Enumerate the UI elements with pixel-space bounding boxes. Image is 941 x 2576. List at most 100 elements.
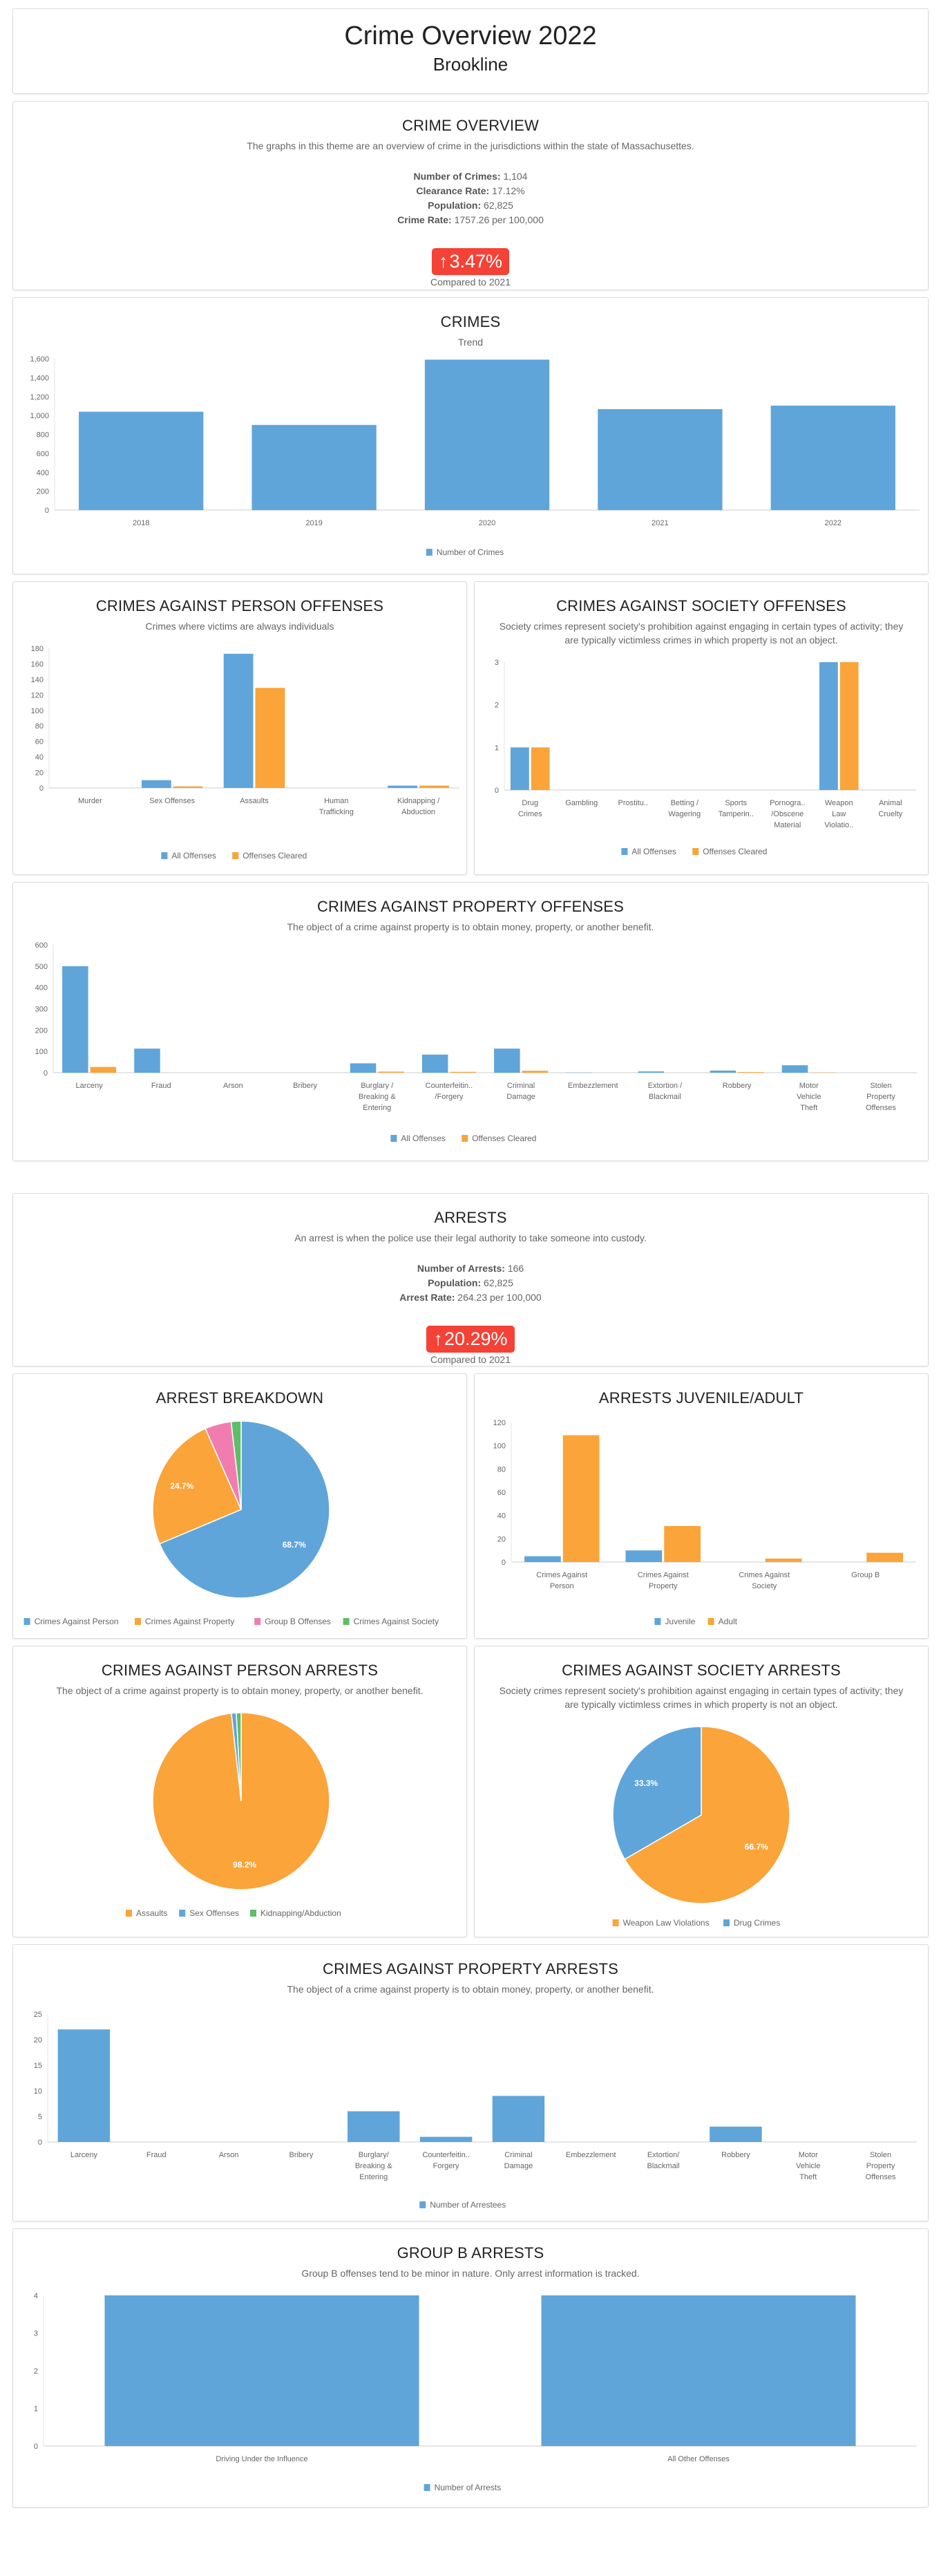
- bar: [255, 688, 285, 788]
- bar: [710, 2126, 762, 2142]
- stat-value: 17.12%: [492, 185, 525, 196]
- y-tick-label: 1,200: [30, 393, 49, 402]
- x-tick-label: Extortion/Blackmail: [647, 2151, 681, 2170]
- x-tick-label: Drug Crimes: [518, 799, 542, 818]
- section-title: ARRESTS: [434, 1209, 507, 1226]
- chart-subtitle: The object of a crime against property i…: [56, 1685, 424, 1696]
- chart-subtitle: Trend: [457, 337, 484, 348]
- page-title: Crime Overview 2022: [344, 21, 597, 50]
- legend-label: Offenses Cleared: [703, 847, 767, 856]
- y-tick-label: 120: [493, 1419, 506, 1427]
- x-tick-label: Burglary/Breaking & Entering: [355, 2151, 392, 2181]
- stat-label: Crime Rate:: [397, 214, 452, 225]
- x-tick-label: Driving Under the Influence: [216, 2455, 307, 2463]
- legend-swatch: [254, 1618, 261, 1625]
- chart-subtitle: Society crimes represent society's prohi…: [499, 1685, 904, 1710]
- legend-label: Number of Arrests: [435, 2483, 502, 2492]
- x-tick-label: Kidnapping / Abduction: [397, 797, 440, 816]
- y-tick-label: 40: [497, 1512, 506, 1521]
- x-tick-label: Robbery: [721, 2151, 750, 2159]
- stat-value: 1,104: [503, 171, 528, 182]
- y-tick-label: 20: [35, 769, 44, 778]
- stat-clearance-rate: Clearance Rate: 17.12%: [13, 184, 928, 198]
- compared-label: Compared to 2021: [430, 1354, 511, 1365]
- bar: [781, 1065, 808, 1073]
- arrests-card: ARRESTS An arrest is when the police use…: [12, 1193, 929, 1366]
- x-tick-label: 2019: [305, 519, 322, 527]
- legend-swatch: [232, 852, 239, 859]
- legend-label: All Offenses: [631, 847, 676, 856]
- pie-slice: [612, 1726, 702, 1861]
- pie-slice: [236, 1712, 242, 1802]
- y-tick-label: 400: [37, 469, 49, 477]
- compared-label: Compared to 2021: [430, 276, 511, 288]
- bar: [522, 1071, 549, 1073]
- y-tick-label: 0: [39, 784, 44, 793]
- section-description: An arrest is when the police use their l…: [294, 1232, 647, 1243]
- property-offenses-chart: 0 100 200 300 400 500 600 Larceny Fraud Arson Brib…: [35, 941, 917, 1143]
- section-description: The graphs in this theme are an overview…: [247, 140, 694, 151]
- bar: [765, 1558, 802, 1562]
- chart-title: CRIMES AGAINST SOCIETY ARRESTS: [562, 1662, 841, 1679]
- bar: [223, 653, 254, 788]
- y-tick-label: 1,400: [30, 374, 49, 382]
- y-tick-label: 800: [37, 431, 49, 440]
- bar: [104, 2295, 419, 2446]
- x-tick-label: Sex Offenses: [149, 797, 195, 805]
- legend-label: Group B Offenses: [265, 1617, 331, 1626]
- x-tick-label: Stolen Property Offenses: [866, 1082, 896, 1112]
- bar: [173, 786, 203, 788]
- bar: [134, 1049, 160, 1073]
- bar: [494, 1049, 520, 1073]
- x-tick-label: Embezzlement: [568, 1082, 618, 1090]
- x-tick-label: Prostitu..: [618, 799, 648, 807]
- y-tick-label: 40: [35, 753, 44, 762]
- bar: [738, 1072, 764, 1073]
- society-offenses-chart: 0 1 2 3 Drug Crimes Gambling Prostitu.. Betting …: [495, 659, 916, 856]
- y-tick-label: 140: [31, 676, 44, 684]
- legend-swatch: [462, 1135, 468, 1142]
- stat-population: Population: 62,825: [13, 198, 928, 213]
- slice-label: 66.7%: [745, 1842, 768, 1852]
- x-tick-label: 2021: [652, 519, 668, 527]
- x-tick-label: Group B: [851, 1571, 880, 1579]
- change-badge: ↑20.29%: [426, 1326, 515, 1353]
- bar: [839, 662, 859, 790]
- society-arrests-card: CRIMES AGAINST SOCIETY ARRESTS Society c…: [474, 1646, 929, 1937]
- x-tick-label: Arson: [223, 1082, 243, 1090]
- legend-swatch: [135, 1618, 141, 1625]
- stat-crime-rate: Crime Rate: 1757.26 per 100,000: [13, 213, 928, 227]
- x-tick-label: Bribery: [289, 2151, 313, 2159]
- legend-swatch: [723, 1919, 730, 1926]
- y-tick-label: 5: [38, 2113, 42, 2121]
- legend-swatch: [343, 1618, 350, 1625]
- legend-swatch: [621, 848, 628, 855]
- bar: [524, 1556, 561, 1562]
- legend-swatch: [707, 1618, 714, 1625]
- y-tick-label: 0: [38, 2138, 42, 2147]
- chart-title: CRIMES AGAINST PERSON OFFENSES: [95, 597, 384, 614]
- y-tick-label: 80: [35, 722, 44, 731]
- y-tick-label: 80: [497, 1465, 506, 1474]
- legend-swatch: [161, 852, 168, 859]
- legend-label: Assaults: [136, 1908, 167, 1918]
- bar: [625, 1550, 663, 1562]
- y-tick-label: 100: [35, 1048, 48, 1056]
- y-tick-label: 300: [35, 1006, 48, 1014]
- chart-title: CRIMES AGAINST PROPERTY OFFENSES: [316, 898, 625, 915]
- bar: [421, 1054, 448, 1073]
- bar: [378, 1071, 404, 1073]
- x-tick-label: Larceny: [76, 1082, 104, 1090]
- bar: [424, 359, 550, 510]
- y-tick-label: 1,000: [30, 412, 49, 420]
- y-tick-label: 200: [35, 1026, 48, 1035]
- crimes-trend-card: CRIMES Trend 0 200 400 600 800 1,000 1,200 1,40…: [12, 297, 929, 574]
- x-tick-label: Crimes Against Society: [739, 1571, 790, 1590]
- change-value: 3.47%: [449, 251, 503, 272]
- bar: [419, 785, 449, 788]
- y-tick-label: 20: [497, 1535, 506, 1543]
- x-tick-label: Weapon Law Violatio..: [824, 799, 853, 829]
- y-tick-label: 600: [37, 450, 49, 458]
- y-tick-label: 0: [44, 1069, 48, 1078]
- stat-value: 62,825: [484, 200, 513, 211]
